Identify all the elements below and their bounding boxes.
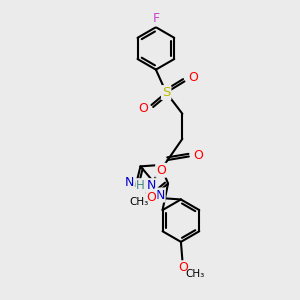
Text: O: O [188, 71, 198, 84]
Text: CH₃: CH₃ [185, 269, 204, 279]
Text: H: H [136, 179, 145, 192]
Text: O: O [146, 191, 156, 204]
Text: O: O [156, 164, 166, 177]
Text: O: O [193, 148, 202, 161]
Text: F: F [152, 13, 160, 26]
Text: S: S [162, 86, 170, 99]
Text: N: N [147, 179, 156, 192]
Text: CH₃: CH₃ [129, 197, 148, 207]
Text: O: O [178, 261, 188, 274]
Text: N: N [124, 176, 134, 189]
Text: O: O [138, 102, 148, 115]
Text: N: N [155, 188, 165, 202]
